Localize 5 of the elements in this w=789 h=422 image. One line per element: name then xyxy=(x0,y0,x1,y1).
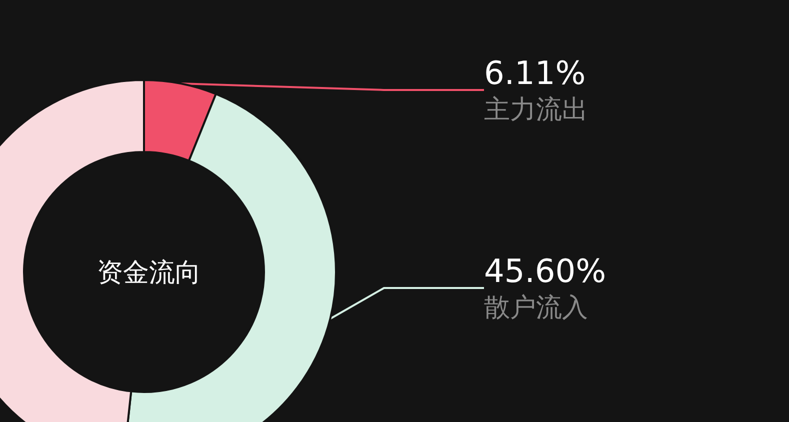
data-label: 45.60% xyxy=(484,252,606,290)
data-label: 6.11% xyxy=(484,54,586,92)
slice-label: 主力流出 xyxy=(484,95,588,125)
text: 资金流向 xyxy=(97,258,201,288)
slice-label: 散户流入 xyxy=(484,293,588,323)
